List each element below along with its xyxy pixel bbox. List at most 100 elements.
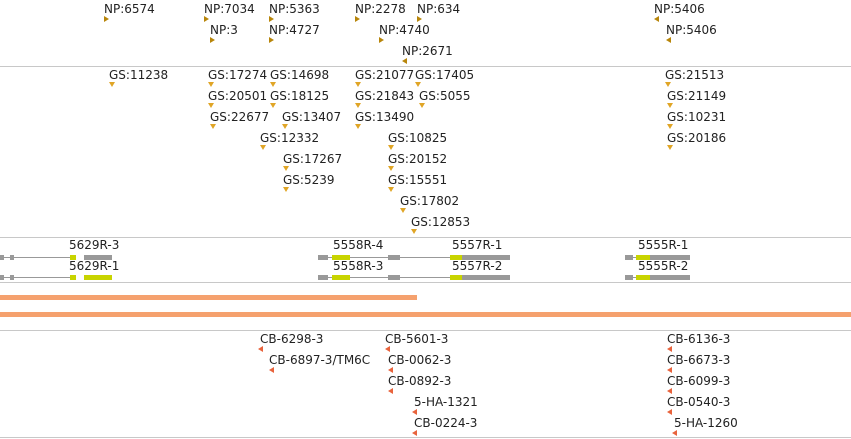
gs-feature-marker	[282, 124, 288, 129]
cb-feature-label[interactable]: CB-6897-3/TM6C	[269, 353, 371, 367]
gs-feature-label[interactable]: GS:5239	[283, 173, 335, 187]
gene-5557r-2-label[interactable]: 5557R-2	[452, 259, 503, 273]
gs-feature-label[interactable]: GS:17267	[283, 152, 343, 166]
gene-5629r-1-exon	[10, 275, 14, 280]
np-feature-label[interactable]: NP:2278	[355, 2, 406, 16]
np-feature-marker	[104, 16, 109, 22]
gene-5555r-1-label[interactable]: 5555R-1	[638, 238, 689, 252]
gs-feature-label[interactable]: GS:18125	[270, 89, 330, 103]
gs-feature-label[interactable]: GS:21077	[355, 68, 415, 82]
cb-feature-label[interactable]: CB-6099-3	[667, 374, 731, 388]
np-feature-marker	[654, 16, 659, 22]
gs-feature-label[interactable]: GS:12853	[411, 215, 471, 229]
cb-feature-marker	[412, 409, 417, 415]
gs-feature-label[interactable]: GS:10825	[388, 131, 448, 145]
gs-feature-label[interactable]: GS:5055	[419, 89, 471, 103]
gs-feature-label[interactable]: GS:22677	[210, 110, 270, 124]
coverage-band[interactable]	[0, 295, 417, 300]
track-separator	[0, 237, 851, 238]
np-feature-marker	[355, 16, 360, 22]
np-feature-marker	[417, 16, 422, 22]
track-separator	[0, 437, 851, 438]
np-feature-marker	[379, 37, 384, 43]
cb-feature-marker	[667, 409, 672, 415]
cb-feature-label[interactable]: CB-0892-3	[388, 374, 452, 388]
cb-feature-label[interactable]: CB-0062-3	[388, 353, 452, 367]
gene-5558r-4-exon	[332, 255, 350, 260]
gs-feature-label[interactable]: GS:13490	[355, 110, 415, 124]
cb-feature-label[interactable]: CB-0224-3	[414, 416, 478, 430]
gs-feature-marker	[667, 124, 673, 129]
np-feature-label[interactable]: NP:6574	[104, 2, 155, 16]
np-feature-label[interactable]: NP:634	[417, 2, 461, 16]
np-feature-label[interactable]: NP:5406	[666, 23, 717, 37]
gene-5555r-2-exon	[625, 275, 633, 280]
gene-5629r-1-exon	[0, 275, 4, 280]
gene-5558r-3-label[interactable]: 5558R-3	[333, 259, 384, 273]
cb-feature-label[interactable]: CB-5601-3	[385, 332, 449, 346]
gs-feature-marker	[388, 166, 394, 171]
cb-feature-label[interactable]: 5-HA-1321	[414, 395, 478, 409]
np-feature-label[interactable]: NP:4740	[379, 23, 430, 37]
gs-feature-label[interactable]: GS:17802	[400, 194, 460, 208]
gs-feature-label[interactable]: GS:11238	[109, 68, 169, 82]
cb-feature-marker	[388, 388, 393, 394]
gs-feature-label[interactable]: GS:17405	[415, 68, 475, 82]
np-feature-marker	[666, 37, 671, 43]
gs-feature-label[interactable]: GS:17274	[208, 68, 268, 82]
cb-feature-label[interactable]: 5-HA-1260	[674, 416, 738, 430]
np-feature-label[interactable]: NP:3	[210, 23, 238, 37]
track-separator	[0, 66, 851, 67]
cb-feature-label[interactable]: CB-6298-3	[260, 332, 324, 346]
gs-feature-label[interactable]: GS:21843	[355, 89, 415, 103]
gs-feature-label[interactable]: GS:21513	[665, 68, 725, 82]
gs-feature-marker	[270, 103, 276, 108]
gs-feature-label[interactable]: GS:13407	[282, 110, 342, 124]
gene-5557r-2-intron-line	[388, 277, 510, 278]
gs-feature-label[interactable]: GS:10231	[667, 110, 727, 124]
gs-feature-marker	[260, 145, 266, 150]
np-feature-marker	[402, 58, 407, 64]
gs-feature-label[interactable]: GS:20152	[388, 152, 448, 166]
gene-5555r-1-exon	[636, 255, 650, 260]
gene-5557r-2-exon	[450, 275, 462, 280]
gs-feature-marker	[208, 103, 214, 108]
gene-5629r-3-label[interactable]: 5629R-3	[69, 238, 120, 252]
gs-feature-label[interactable]: GS:21149	[667, 89, 727, 103]
gs-feature-marker	[411, 229, 417, 234]
np-feature-label[interactable]: NP:4727	[269, 23, 320, 37]
gs-feature-marker	[270, 82, 276, 87]
gs-feature-marker	[419, 103, 425, 108]
gs-feature-marker	[208, 82, 214, 87]
gene-5555r-1-exon	[625, 255, 633, 260]
gs-feature-marker	[283, 187, 289, 192]
gene-5629r-3-exon	[70, 255, 76, 260]
gene-5555r-1-exon	[650, 255, 690, 260]
cb-feature-marker	[667, 346, 672, 352]
gs-feature-label[interactable]: GS:15551	[388, 173, 448, 187]
cb-feature-marker	[412, 430, 417, 436]
gene-5557r-2-exon	[388, 275, 400, 280]
gene-5557r-1-exon	[462, 255, 510, 260]
np-feature-marker	[269, 37, 274, 43]
cb-feature-label[interactable]: CB-6673-3	[667, 353, 731, 367]
gene-5558r-4-label[interactable]: 5558R-4	[333, 238, 384, 252]
gene-5555r-2-label[interactable]: 5555R-2	[638, 259, 689, 273]
gene-5629r-1-label[interactable]: 5629R-1	[69, 259, 120, 273]
cb-feature-marker	[388, 367, 393, 373]
coverage-band[interactable]	[0, 312, 851, 317]
cb-feature-label[interactable]: CB-0540-3	[667, 395, 731, 409]
gs-feature-label[interactable]: GS:20186	[667, 131, 727, 145]
np-feature-label[interactable]: NP:7034	[204, 2, 255, 16]
cb-feature-label[interactable]: CB-6136-3	[667, 332, 731, 346]
gs-feature-label[interactable]: GS:12332	[260, 131, 320, 145]
np-feature-label[interactable]: NP:5406	[654, 2, 705, 16]
gene-5557r-1-label[interactable]: 5557R-1	[452, 238, 503, 252]
gs-feature-label[interactable]: GS:14698	[270, 68, 330, 82]
gs-feature-label[interactable]: GS:20501	[208, 89, 268, 103]
np-feature-label[interactable]: NP:2671	[402, 44, 453, 58]
gene-5629-exon	[14, 257, 70, 258]
np-feature-label[interactable]: NP:5363	[269, 2, 320, 16]
gs-feature-marker	[355, 124, 361, 129]
